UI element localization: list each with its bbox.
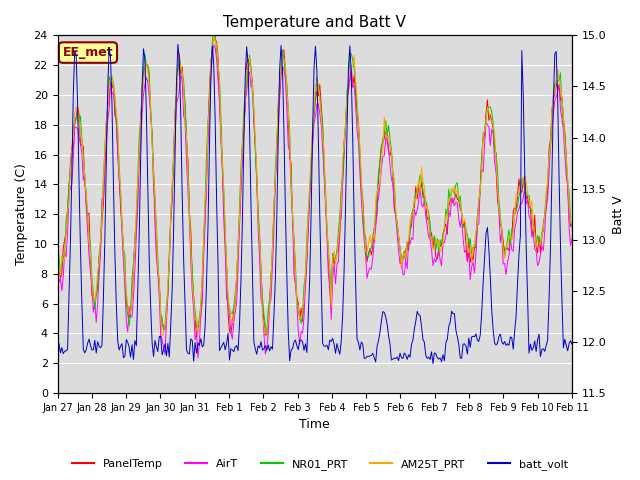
Legend: PanelTemp, AirT, NR01_PRT, AM25T_PRT, batt_volt: PanelTemp, AirT, NR01_PRT, AM25T_PRT, ba… [68, 455, 572, 474]
Title: Temperature and Batt V: Temperature and Batt V [223, 15, 406, 30]
Y-axis label: Batt V: Batt V [612, 195, 625, 234]
Text: EE_met: EE_met [63, 46, 113, 59]
Y-axis label: Temperature (C): Temperature (C) [15, 163, 28, 265]
X-axis label: Time: Time [300, 419, 330, 432]
